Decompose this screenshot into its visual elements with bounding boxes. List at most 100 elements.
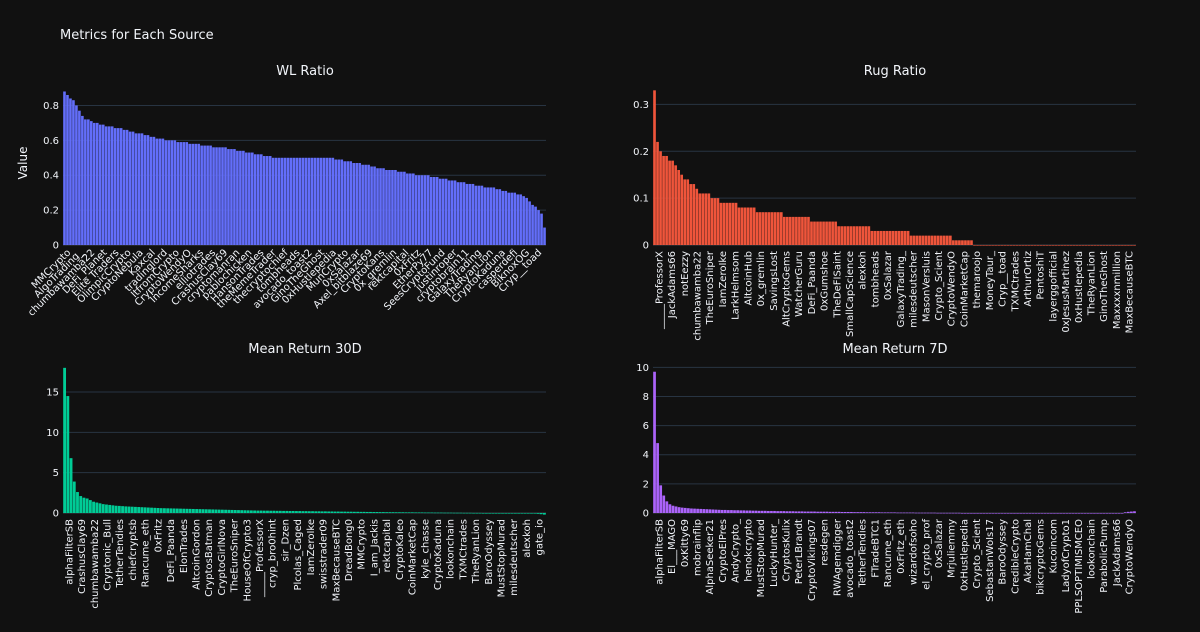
x-tick-label-mean-return-30d-36: alexkoh — [522, 519, 533, 558]
bar-mean-return-7d-95 — [945, 512, 949, 514]
bar-mean-return-30d-114 — [430, 512, 434, 514]
bar-mean-return-7d-52 — [813, 511, 816, 513]
bar-wl-ratio-89 — [328, 157, 332, 245]
bar-wl-ratio-141 — [483, 187, 487, 245]
x-tick-label-mean-return-30d-6: Rancume_eth — [141, 519, 152, 587]
bar-rug-ratio-5 — [668, 160, 671, 245]
bar-rug-ratio-107 — [976, 245, 979, 246]
bar-mean-return-7d-17 — [705, 509, 709, 513]
x-tick-label-rug-ratio-27: Cryp__toad — [998, 251, 1009, 307]
bar-rug-ratio-106 — [973, 245, 976, 246]
bar-wl-ratio-39 — [179, 142, 183, 245]
x-tick-label-mean-return-7d-30: bikcryptoGems — [1036, 519, 1047, 595]
bar-mean-return-7d-1 — [656, 443, 659, 513]
bar-wl-ratio-30 — [152, 136, 156, 245]
x-tick-label-mean-return-7d-5: CryptoElPres — [718, 519, 729, 583]
bar-mean-return-30d-127 — [472, 512, 475, 514]
x-tick-label-mean-return-7d-6: AndyCrypto_ — [731, 518, 742, 583]
y-tick-label-mean-return-7d-1: 2 — [643, 479, 649, 490]
bar-wl-ratio-84 — [313, 157, 317, 245]
bar-rug-ratio-127 — [1036, 245, 1040, 246]
bar-wl-ratio-51 — [215, 147, 218, 245]
bar-mean-return-30d-126 — [468, 512, 472, 514]
bar-mean-return-30d-143 — [523, 513, 527, 514]
bar-rug-ratio-51 — [807, 216, 810, 245]
bar-wl-ratio-41 — [185, 142, 189, 245]
bar-mean-return-7d-104 — [973, 513, 976, 514]
bar-rug-ratio-19 — [710, 198, 714, 245]
bar-wl-ratio-9 — [90, 121, 93, 245]
bar-wl-ratio-6 — [81, 115, 84, 245]
bar-rug-ratio-37 — [764, 212, 768, 245]
bar-wl-ratio-149 — [507, 192, 511, 245]
bar-wl-ratio-47 — [203, 145, 206, 245]
bar-mean-return-7d-40 — [776, 511, 779, 513]
bar-mean-return-7d-23 — [723, 509, 727, 513]
bar-mean-return-30d-93 — [362, 511, 366, 513]
bar-wl-ratio-118 — [414, 175, 418, 245]
bar-mean-return-30d-146 — [533, 513, 537, 514]
x-tick-label-mean-return-30d-29: CryptoKaduna — [433, 519, 444, 590]
bar-mean-return-30d-141 — [517, 513, 521, 514]
bar-rug-ratio-55 — [819, 221, 822, 245]
bar-mean-return-7d-59 — [834, 511, 838, 513]
bar-mean-return-7d-38 — [770, 510, 773, 513]
bar-rug-ratio-52 — [810, 221, 813, 245]
bar-rug-ratio-101 — [958, 240, 961, 245]
bar-mean-return-30d-74 — [301, 511, 305, 513]
bar-rug-ratio-111 — [988, 245, 991, 246]
y-axis-label: Value — [16, 147, 30, 180]
x-tick-label-mean-return-30d-19: IamZeroIke — [306, 519, 317, 575]
bar-rug-ratio-8 — [677, 170, 680, 245]
x-tick-label-mean-return-7d-32: LadyofCrypto1 — [1061, 519, 1072, 592]
bar-wl-ratio-117 — [412, 173, 415, 245]
x-tick-label-rug-ratio-0: _____ProfessorX — [654, 251, 665, 330]
bar-mean-return-30d-41 — [195, 509, 199, 513]
bar-mean-return-7d-11 — [687, 508, 690, 513]
bar-rug-ratio-43 — [782, 216, 786, 245]
bar-wl-ratio-90 — [331, 157, 335, 245]
bar-mean-return-7d-87 — [920, 512, 924, 514]
bar-rug-ratio-39 — [770, 212, 774, 245]
bar-rug-ratio-122 — [1021, 245, 1025, 246]
bar-mean-return-30d-79 — [317, 511, 321, 513]
bar-mean-return-7d-83 — [908, 512, 912, 514]
bar-wl-ratio-139 — [477, 185, 481, 245]
bar-mean-return-7d-138 — [1077, 513, 1081, 514]
bar-mean-return-7d-69 — [865, 512, 869, 513]
bar-rug-ratio-48 — [798, 216, 801, 245]
bar-mean-return-7d-125 — [1037, 513, 1041, 514]
bar-mean-return-7d-62 — [843, 511, 847, 513]
bar-wl-ratio-2 — [69, 98, 72, 245]
y-tick-label-mean-return-30d-0: 0 — [53, 509, 59, 520]
bar-rug-ratio-74 — [876, 230, 880, 245]
bar-mean-return-30d-35 — [175, 508, 179, 513]
bar-rug-ratio-21 — [716, 198, 720, 245]
bar-rug-ratio-80 — [894, 230, 898, 245]
bar-wl-ratio-81 — [304, 157, 308, 245]
y-tick-label-rug-ratio-1: 0.1 — [633, 194, 649, 205]
bar-wl-ratio-48 — [206, 145, 209, 245]
bar-mean-return-30d-103 — [394, 512, 398, 513]
bar-mean-return-7d-114 — [1003, 513, 1007, 514]
bar-mean-return-30d-51 — [227, 509, 231, 513]
bar-wl-ratio-151 — [513, 192, 516, 245]
bar-mean-return-7d-58 — [831, 511, 835, 513]
bar-mean-return-7d-97 — [951, 512, 955, 514]
bar-wl-ratio-10 — [92, 122, 96, 245]
x-tick-label-rug-ratio-7: AltcoinHub — [743, 251, 754, 305]
bar-rug-ratio-96 — [942, 235, 946, 245]
bar-mean-return-30d-49 — [220, 509, 224, 513]
bar-rug-ratio-100 — [955, 240, 958, 245]
bar-mean-return-7d-118 — [1016, 513, 1019, 514]
bar-rug-ratio-2 — [659, 151, 662, 245]
bar-wl-ratio-135 — [465, 183, 469, 245]
bar-mean-return-30d-3 — [72, 481, 76, 513]
bar-rug-ratio-14 — [695, 188, 699, 245]
x-tick-label-mean-return-30d-10: AltcoinGordon — [191, 519, 202, 590]
x-tick-label-rug-ratio-30: PentoshiT — [1036, 250, 1047, 300]
bar-mean-return-7d-135 — [1068, 513, 1072, 514]
x-tick-label-rug-ratio-2: notEezzy — [680, 251, 691, 296]
bar-mean-return-7d-107 — [982, 513, 986, 514]
bar-rug-ratio-82 — [900, 230, 904, 245]
